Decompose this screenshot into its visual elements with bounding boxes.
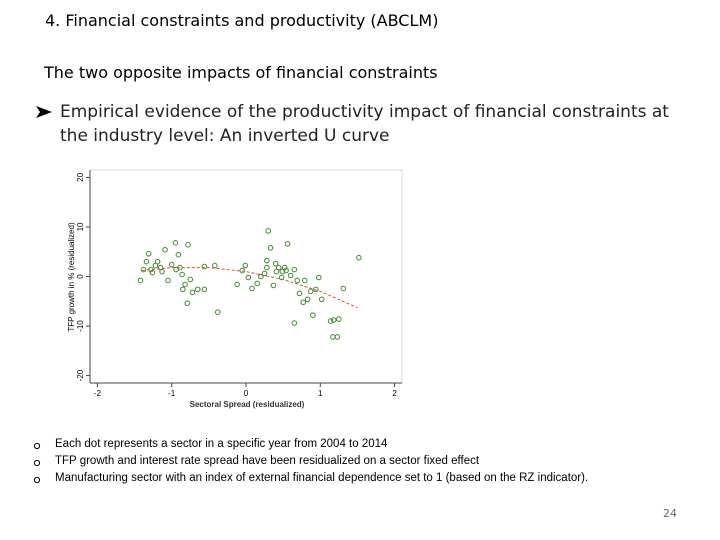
point [356,254,362,261]
point [159,268,165,275]
point [239,267,246,274]
point [168,261,175,268]
point [143,258,150,265]
point [180,286,186,293]
point [340,285,347,292]
point [316,274,322,281]
bullet-arrow [36,106,52,118]
point [245,274,252,281]
point [194,286,201,293]
point [254,280,260,287]
note: Each dot represents a sector in a specif… [55,438,388,450]
point [149,269,156,276]
point [304,296,311,303]
point [287,272,294,279]
point [313,286,319,293]
point [301,277,308,284]
point [249,285,255,292]
point [140,266,147,273]
point [179,271,185,278]
y-tick-label: 0 [76,274,85,279]
point [284,241,291,247]
x-tick-label: 0 [244,389,249,398]
point [162,246,168,253]
bullet-text: Empirical evidence of the productivity i… [60,102,669,146]
chart: TFP growth in % (residualized) Sectoral … [67,169,403,409]
point [185,241,191,248]
slide-title: 4. Financial constraints and productivit… [45,11,439,30]
point [234,281,240,288]
point [242,262,249,269]
point [175,251,182,258]
y-tick-label: 20 [76,172,85,181]
point [307,288,314,295]
y-tick-label: -10 [76,320,85,332]
point [270,282,277,289]
point [189,289,196,296]
point [258,273,264,280]
point [310,312,316,318]
point [184,300,191,307]
point [291,320,298,326]
point [261,270,268,277]
point [318,296,325,303]
page-number: 24 [663,507,677,520]
note-bullets [33,442,41,484]
point [334,334,341,340]
point [296,290,303,297]
point [267,244,274,251]
point [265,228,272,234]
point [172,240,179,246]
y-tick-label: -20 [76,369,85,381]
point [154,258,161,265]
x-tick-label: 1 [318,389,323,398]
point [330,317,337,323]
point [212,262,218,269]
note: TFP growth and interest rate spread have… [55,455,480,467]
point [201,263,208,270]
point [336,316,342,322]
point [145,250,152,257]
point [201,286,208,293]
x-axis-label: Sectoral Spread (residualized) [190,400,305,409]
point [272,260,279,267]
point [278,274,285,281]
point [264,264,270,271]
x-tick-label: -2 [94,389,102,398]
point [264,257,270,264]
fit-line [141,267,358,309]
point [182,281,188,288]
point [300,299,306,306]
x-tick-label: -1 [168,389,176,398]
y-axis-label: TFP growth in % (residualized) [67,222,76,332]
point [281,264,288,271]
point [275,264,282,271]
point [330,334,336,340]
point [327,318,334,324]
point [283,267,289,274]
point [214,309,221,315]
x-tick-label: 2 [392,389,397,398]
point [165,277,171,284]
point [137,277,144,284]
point [294,277,301,284]
slide-subtitle: The two opposite impacts of financial co… [44,63,438,82]
point [291,266,298,273]
note: Manufacturing sector with an index of ex… [55,472,589,484]
y-tick-label: 10 [76,222,85,231]
point [187,276,194,283]
